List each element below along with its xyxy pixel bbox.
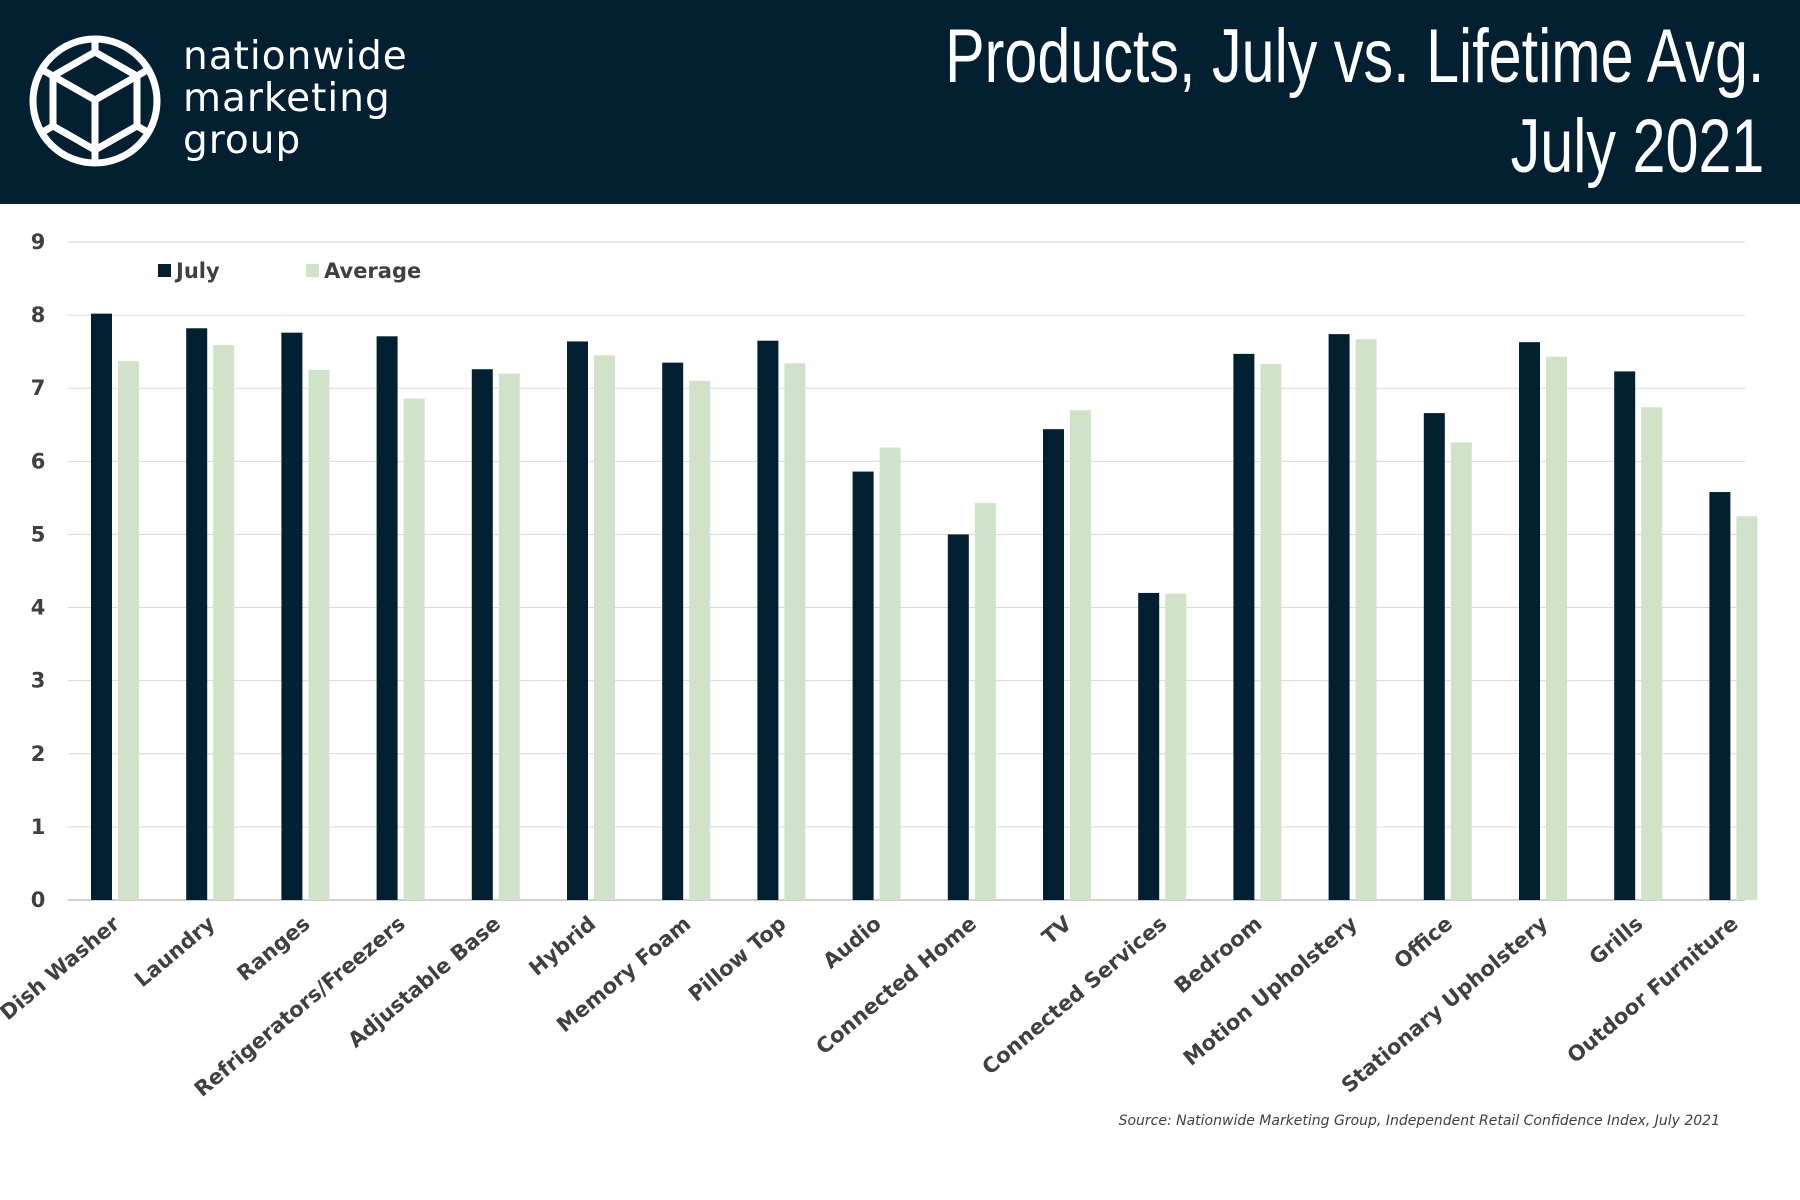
y-tick-label: 6 — [31, 449, 46, 473]
y-tick-label: 1 — [31, 815, 46, 839]
bar-july — [91, 313, 112, 900]
legend-label-july: July — [174, 259, 220, 283]
category-label: Audio — [818, 911, 885, 973]
bar-july — [376, 336, 398, 900]
y-tick-label: 8 — [31, 303, 46, 327]
bar-average — [594, 355, 615, 900]
bar-average — [403, 398, 425, 900]
legend-label-average: Average — [324, 259, 421, 283]
title-line-2: July 2021 — [1510, 104, 1764, 189]
category-label: Adjustable Base — [343, 911, 505, 1052]
bar-average — [1260, 364, 1282, 900]
bar-july — [567, 341, 588, 900]
legend-swatch-average — [306, 264, 319, 277]
category-label: Office — [1390, 911, 1457, 973]
bar-july — [1614, 371, 1636, 900]
category-label: Motion Upholstery — [1179, 911, 1362, 1070]
logo-line-1: nationwide — [183, 34, 408, 79]
bar-average — [1450, 442, 1472, 900]
bar-average — [1641, 407, 1663, 900]
bar-july — [471, 369, 493, 900]
bar-july — [281, 332, 303, 900]
bar-july — [852, 471, 874, 900]
y-tick-label: 9 — [31, 230, 46, 254]
bar-average — [1165, 593, 1187, 900]
bar-average — [308, 369, 330, 900]
bar-average — [118, 361, 139, 900]
bar-average — [689, 380, 711, 900]
bar-july — [757, 340, 779, 900]
y-tick-label: 4 — [31, 596, 46, 620]
bar-july — [662, 362, 684, 901]
category-label: Pillow Top — [684, 911, 791, 1006]
category-label: Hybrid — [524, 911, 600, 980]
cube-logo-icon — [29, 35, 161, 167]
category-label: Dish Washer — [0, 911, 125, 1025]
bar-average — [1736, 516, 1758, 900]
bar-july — [1138, 592, 1160, 900]
y-tick-label: 7 — [31, 376, 46, 400]
bar-average — [1546, 356, 1567, 900]
bar-july — [1423, 413, 1445, 900]
bar-average — [1355, 339, 1377, 900]
category-label: Bedroom — [1170, 911, 1267, 998]
bar-average — [784, 363, 806, 900]
y-tick-label: 5 — [31, 522, 46, 546]
title-line-1: Products, July vs. Lifetime Avg. — [944, 14, 1764, 99]
category-label: Outdoor Furniture — [1563, 911, 1743, 1067]
bar-average — [498, 373, 520, 901]
chart-title: Products, July vs. Lifetime Avg. July 20… — [945, 12, 1764, 192]
bar-average — [879, 447, 901, 900]
logo-line-3: group — [183, 118, 302, 163]
bar-average — [1070, 410, 1091, 900]
bar-july — [1519, 342, 1540, 900]
bar-july — [1233, 353, 1255, 900]
bar-july — [186, 328, 208, 900]
legend-swatch-july — [158, 264, 171, 277]
logo-line-2: marketing — [183, 76, 391, 121]
y-tick-label: 2 — [31, 742, 46, 766]
y-tick-label: 3 — [31, 669, 46, 693]
bar-july — [947, 534, 969, 900]
category-label: Connected Services — [978, 911, 1172, 1079]
logo-wordmark: nationwide marketing group — [183, 36, 408, 162]
bar-average — [213, 345, 235, 900]
bar-average — [974, 503, 996, 900]
category-label: Ranges — [232, 911, 314, 985]
category-label: Laundry — [130, 911, 220, 992]
bar-july — [1328, 334, 1350, 900]
y-tick-label: 0 — [31, 888, 46, 912]
source-note: Source: Nationwide Marketing Group, Inde… — [1118, 1113, 1720, 1129]
category-label: Grills — [1585, 911, 1648, 969]
category-label: Connected Home — [811, 911, 981, 1059]
header-banner: nationwide marketing group Products, Jul… — [0, 0, 1800, 204]
bar-july — [1043, 429, 1064, 900]
bar-july — [1709, 492, 1731, 900]
category-label: TV — [1037, 911, 1076, 950]
